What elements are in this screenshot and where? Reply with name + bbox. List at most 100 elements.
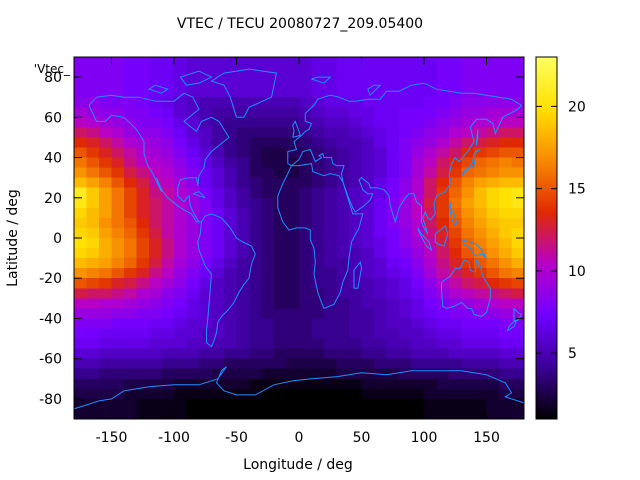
heatmap-cell [74, 77, 88, 88]
heatmap-cell [261, 318, 275, 330]
heatmap-cell [486, 117, 500, 128]
heatmap-cell [74, 97, 88, 108]
heatmap-cell [374, 177, 388, 189]
heatmap-cell [486, 328, 500, 340]
heatmap-cell [149, 278, 163, 289]
heatmap-cell [149, 177, 163, 189]
heatmap-cell [311, 378, 325, 390]
heatmap-cell [511, 117, 525, 128]
heatmap-cell [186, 97, 200, 108]
heatmap-cell [336, 348, 350, 360]
heatmap-cell [399, 77, 413, 88]
heatmap-cell [211, 268, 225, 279]
heatmap-cell [111, 97, 125, 108]
heatmap-cell [311, 87, 325, 98]
heatmap-cell [274, 207, 288, 219]
heatmap-cell [399, 167, 413, 179]
heatmap-cell [274, 217, 288, 229]
heatmap-cell [361, 368, 375, 380]
heatmap-cell [436, 217, 450, 229]
heatmap-cell [511, 177, 525, 189]
heatmap-cell [161, 288, 175, 299]
heatmap-cell [424, 308, 438, 320]
heatmap-cell [461, 57, 475, 68]
heatmap-cell [111, 217, 125, 229]
heatmap-cell [449, 167, 463, 179]
heatmap-cell [399, 217, 413, 229]
heatmap-cell [336, 288, 350, 299]
heatmap-cell [399, 378, 413, 390]
heatmap-cell [74, 137, 88, 149]
heatmap-cell [336, 258, 350, 269]
heatmap-cell [136, 117, 150, 128]
heatmap-cell [449, 408, 463, 420]
heatmap-cell [349, 137, 363, 149]
heatmap-cell [249, 358, 263, 370]
heatmap-cell [99, 328, 113, 340]
heatmap-cell [261, 117, 275, 128]
heatmap-cell [374, 97, 388, 108]
heatmap-cell [511, 268, 525, 279]
heatmap-cell [86, 398, 100, 410]
heatmap-cell [124, 197, 138, 209]
heatmap-cell [161, 77, 175, 88]
heatmap-cell [111, 137, 125, 149]
heatmap-cell [499, 278, 513, 289]
heatmap-cell [199, 57, 213, 68]
heatmap-cell [199, 258, 213, 269]
heatmap-cell [324, 97, 338, 108]
heatmap-cell [174, 157, 188, 169]
heatmap-cell [99, 197, 113, 209]
heatmap-cell [424, 278, 438, 289]
heatmap-cell [261, 107, 275, 118]
heatmap-cell [449, 358, 463, 370]
heatmap-cell [299, 368, 313, 380]
heatmap-cell [274, 288, 288, 299]
heatmap-cell [124, 408, 138, 420]
heatmap-cell [224, 328, 238, 340]
heatmap-cell [261, 57, 275, 68]
heatmap-cell [186, 127, 200, 139]
heatmap-cell [511, 398, 525, 410]
heatmap-cell [199, 368, 213, 380]
coastline-overlay [73, 68, 525, 410]
heatmap-cell [149, 97, 163, 108]
heatmap-cell [311, 408, 325, 420]
heatmap-cell [424, 398, 438, 410]
heatmap-cell [299, 97, 313, 108]
heatmap-cell [211, 298, 225, 309]
heatmap-cell [499, 177, 513, 189]
heatmap-cell [99, 207, 113, 219]
heatmap-cell [349, 57, 363, 68]
heatmap-cell [324, 67, 338, 78]
heatmap-cell [124, 97, 138, 108]
heatmap-cell [86, 358, 100, 370]
heatmap-cell [311, 238, 325, 249]
heatmap-cell [374, 278, 388, 289]
heatmap-cell [386, 348, 400, 360]
heatmap-cell [511, 298, 525, 309]
heatmap-cell [461, 107, 475, 118]
heatmap-cell [511, 77, 525, 88]
heatmap-cell [324, 177, 338, 189]
heatmap-cell [461, 227, 475, 239]
heatmap-cell [449, 157, 463, 169]
heatmap-cell [399, 97, 413, 108]
heatmap-cell [249, 127, 263, 139]
heatmap-cell [174, 147, 188, 159]
heatmap-cell [311, 77, 325, 88]
heatmap-cell [211, 338, 225, 350]
heatmap-cell [161, 227, 175, 239]
heatmap-cell [461, 238, 475, 249]
coastline-path [441, 258, 491, 317]
heatmap-cell [236, 187, 250, 199]
heatmap-cell [474, 328, 488, 340]
heatmap-cell [236, 227, 250, 239]
heatmap-cell [411, 167, 425, 179]
heatmap-cell [436, 157, 450, 169]
heatmap-cell [299, 398, 313, 410]
heatmap-cell [124, 278, 138, 289]
heatmap-cell [336, 117, 350, 128]
heatmap-cell [211, 157, 225, 169]
heatmap-cell [161, 187, 175, 199]
